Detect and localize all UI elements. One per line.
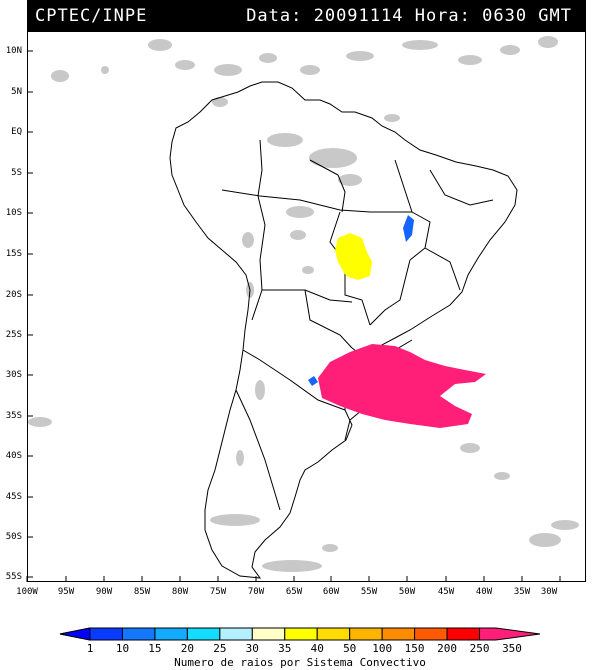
lat-ticks [27,50,33,578]
legend-label: 200 [437,642,457,655]
legend-label: 1 [86,642,94,655]
lat-label-5n: 5N [11,87,22,97]
legend-swatch [251,627,286,641]
lon-label-60w: 60W [322,587,340,597]
lon-label-95w: 95W [57,587,75,597]
legend-arrow-left [59,627,91,641]
lat-label-55s: 55S [5,572,22,582]
legend-swatch [381,627,416,641]
map-frame [27,31,586,582]
lon-label-50w: 50W [398,587,416,597]
lat-label-15s: 15S [5,249,22,259]
legend-label: 15 [148,642,162,655]
lat-label-20s: 20S [5,290,22,300]
lon-label-45w: 45W [437,587,455,597]
legend-label: 25 [213,642,227,655]
lon-label-35w: 35W [513,587,531,597]
legend-label: 20 [180,642,194,655]
lat-label-50s: 50S [5,532,22,542]
legend-swatch [414,627,448,641]
lon-label-65w: 65W [285,587,303,597]
datetime-label: Data: 20091114 Hora: 0630 GMT [246,6,572,26]
system-blue-small [308,376,318,386]
legend-title: Numero de raios por Sistema Convectivo [174,656,426,669]
legend-colorbar [59,627,541,641]
legend-swatch [446,627,481,641]
legend-arrow-right [479,627,541,641]
lon-label-80w: 80W [171,587,189,597]
legend-label: 40 [310,642,324,655]
lat-label-5s: 5S [11,168,22,178]
lat-label-eq: EQ [11,127,22,137]
legend-swatch [186,627,221,641]
lon-label-100w: 100W [16,587,38,597]
legend-label: 50 [343,642,357,655]
lon-label-40w: 40W [475,587,493,597]
system-yellow [335,233,372,280]
cloud-cover [28,36,579,572]
system-blue [403,215,414,242]
title-bar: CPTEC/INPE Data: 20091114 Hora: 0630 GMT [27,0,586,31]
lon-label-70w: 70W [247,587,265,597]
lat-label-40s: 40S [5,451,22,461]
legend-label: 100 [372,642,393,655]
legend-label: 30 [245,642,259,655]
lon-label-30w: 30W [540,587,558,597]
legend-swatch [121,627,156,641]
lat-label-10s: 10S [5,208,22,218]
legend-swatch [154,627,188,641]
system-magenta [318,344,486,428]
legend-label: 10 [115,642,130,655]
lat-label-30s: 30S [5,370,22,380]
legend-swatch [219,627,253,641]
legend-label: 35 [278,642,292,655]
source-label: CPTEC/INPE [35,6,148,26]
lon-ticks [26,576,561,582]
lon-label-85w: 85W [133,587,151,597]
legend-label: 350 [502,642,522,655]
legend-label: 150 [404,642,425,655]
lat-label-35s: 35S [5,411,22,421]
lat-label-25s: 25S [5,330,22,340]
lon-label-90w: 90W [95,587,113,597]
lon-label-55w: 55W [360,587,378,597]
legend-swatch [349,627,383,641]
lat-label-45s: 45S [5,492,22,502]
lat-label-10n: 10N [5,46,22,56]
legend-swatch [316,627,351,641]
legend-swatch [284,627,318,641]
lon-label-75w: 75W [209,587,227,597]
legend-swatch [89,627,123,641]
legend-label: 250 [469,642,490,655]
